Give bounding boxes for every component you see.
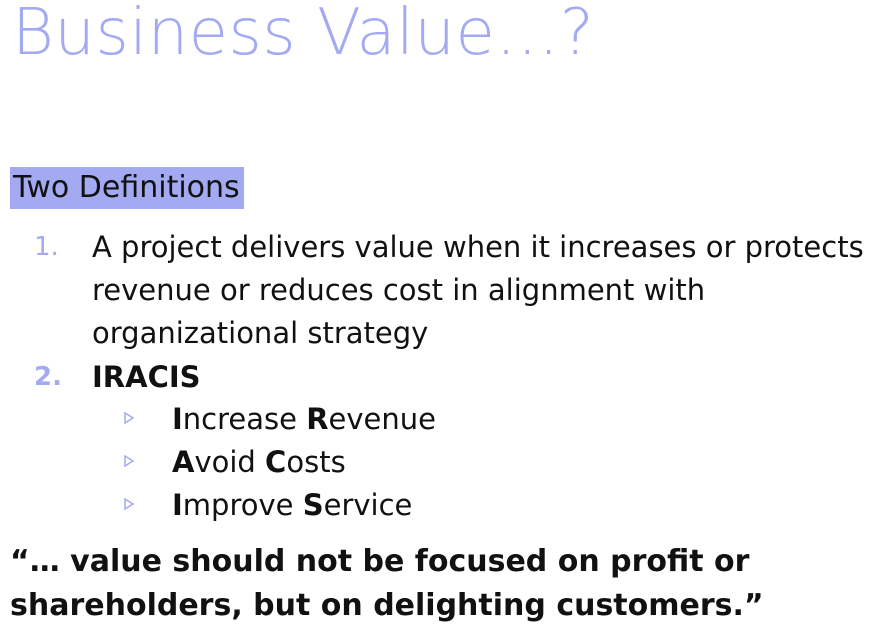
slide-title: Business Value…? (12, 0, 595, 70)
sub-item-text: osts (286, 445, 346, 479)
list-number-1: 1. (34, 232, 59, 262)
acronym-letter: C (265, 445, 287, 479)
triangle-right-icon (124, 455, 134, 467)
acronym-letter: S (302, 488, 324, 522)
sub-item-text: mprove (182, 488, 303, 522)
sub-item-text: void (194, 445, 266, 479)
sub-item-text: ervice (323, 488, 413, 522)
list-number-2: 2. (34, 362, 62, 392)
triangle-right-icon (124, 412, 134, 424)
sub-item-text: evenue (328, 402, 436, 436)
definition-1-text: A project delivers value when it increas… (92, 230, 864, 350)
section-heading: Two Definitions (10, 167, 244, 209)
acronym-letter: A (172, 445, 195, 479)
acronym-letter: R (306, 402, 329, 436)
definition-2-text: IRACIS (92, 360, 201, 394)
acronym-letter: I (172, 488, 183, 522)
sub-item-increase-revenue: Increase Revenue (124, 398, 436, 441)
closing-quote: “… value should not be focused on profit… (10, 544, 764, 623)
sub-item-avoid-costs: Avoid Costs (124, 441, 346, 484)
acronym-letter: I (172, 402, 183, 436)
sub-item-text: ncrease (182, 402, 307, 436)
triangle-right-icon (124, 498, 134, 510)
sub-item-improve-service: Improve Service (124, 484, 412, 527)
